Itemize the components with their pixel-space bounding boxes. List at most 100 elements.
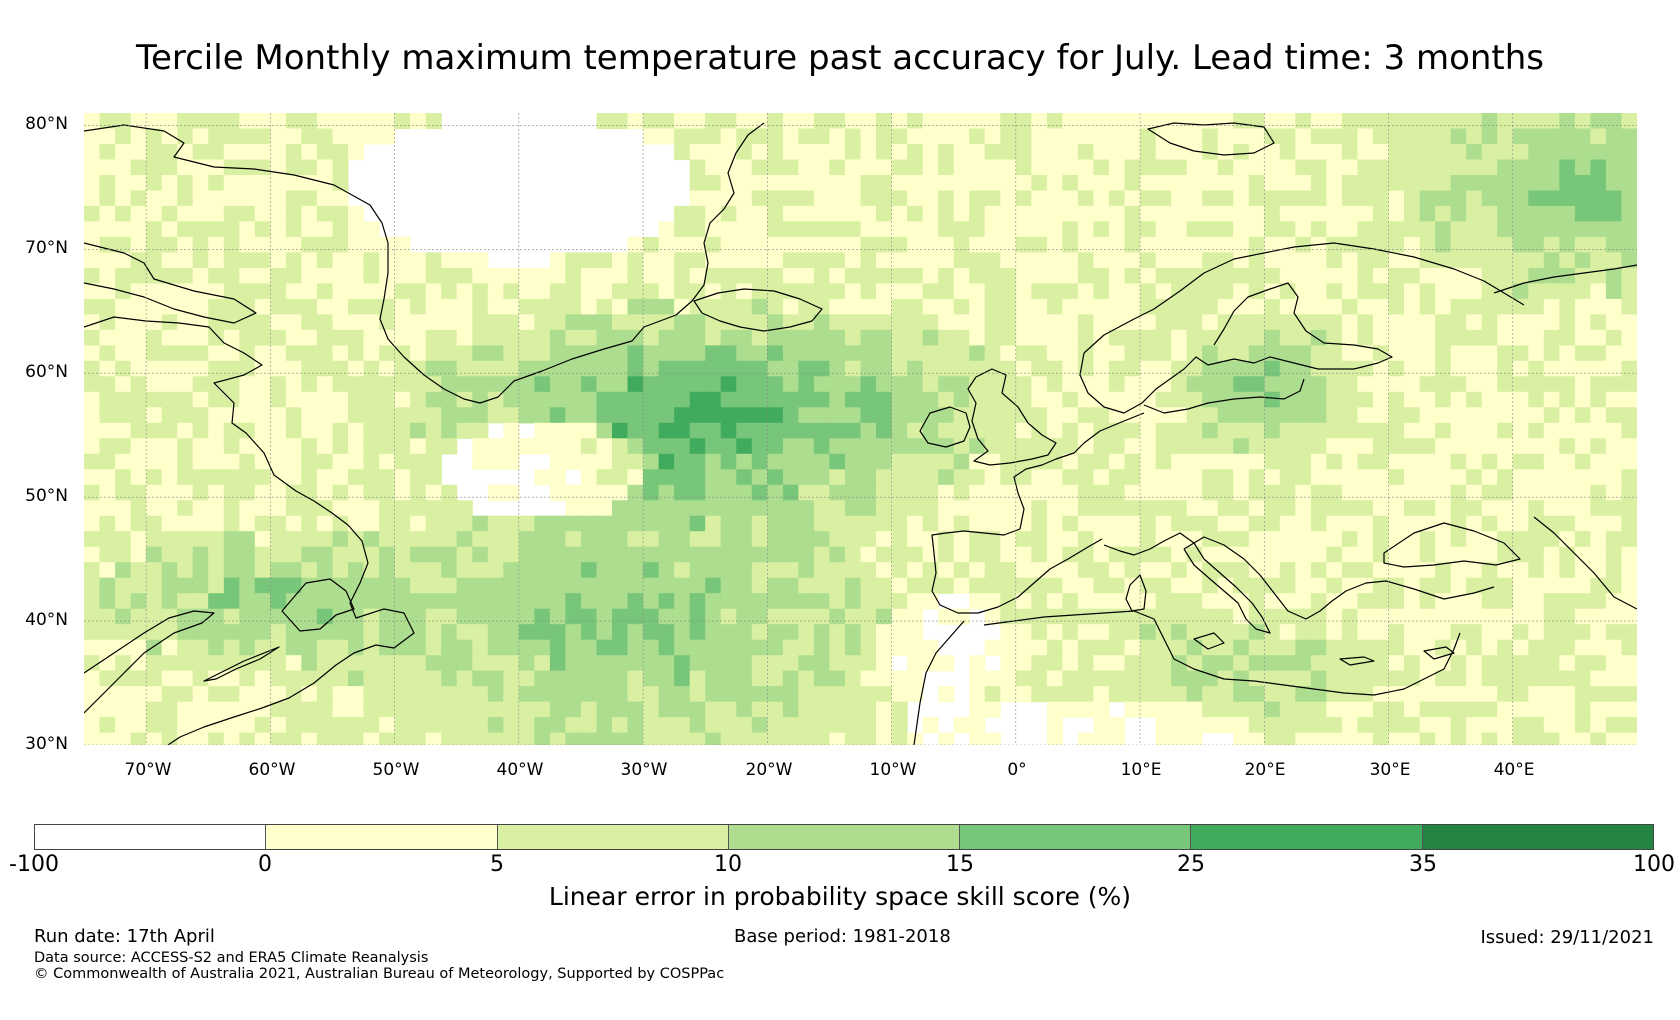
skill-cell — [1186, 298, 1203, 315]
skill-cell — [1155, 360, 1172, 377]
skill-cell — [1512, 624, 1529, 641]
skill-cell — [1512, 267, 1529, 284]
skill-cell — [813, 283, 830, 300]
skill-cell — [1046, 236, 1063, 253]
skill-cell — [1062, 159, 1079, 176]
skill-cell — [876, 717, 893, 734]
coastline-great-britain — [967, 368, 1057, 466]
skill-cell — [1528, 469, 1545, 486]
skill-cell — [348, 329, 365, 346]
skill-cell — [751, 655, 768, 672]
skill-cell — [518, 593, 535, 610]
skill-cell — [1155, 159, 1172, 176]
skill-cell — [1248, 128, 1265, 145]
skill-cell — [441, 686, 458, 703]
skill-cell — [518, 329, 535, 346]
skill-cell — [99, 391, 116, 408]
skill-cell — [99, 113, 116, 130]
skill-cell — [1233, 732, 1250, 745]
skill-cell — [1171, 577, 1188, 594]
skill-cell — [1435, 500, 1452, 517]
skill-cell — [1279, 577, 1296, 594]
skill-cell — [146, 329, 163, 346]
skill-cell — [1559, 593, 1576, 610]
skill-cell — [798, 407, 815, 424]
skill-cell — [1621, 484, 1637, 501]
skill-cell — [1310, 453, 1327, 470]
skill-cell — [379, 546, 396, 563]
skill-cell — [130, 407, 147, 424]
skill-cell — [596, 267, 613, 284]
skill-cell — [1155, 593, 1172, 610]
skill-cell — [1233, 221, 1250, 238]
skill-cell — [689, 128, 706, 145]
skill-cell — [549, 314, 566, 331]
skill-cell — [798, 190, 815, 207]
skill-cell — [1341, 624, 1358, 641]
skill-cell — [767, 376, 784, 393]
skill-cell — [223, 515, 240, 532]
skill-cell — [969, 144, 986, 161]
skill-cell — [1062, 267, 1079, 284]
skill-cell — [115, 717, 132, 734]
skill-cell — [456, 593, 473, 610]
skill-cell — [1279, 562, 1296, 579]
coastline-baltic-south — [1143, 378, 1305, 414]
skill-cell — [767, 686, 784, 703]
skill-cell — [239, 608, 256, 625]
skill-cell — [1077, 500, 1094, 517]
skill-cell — [984, 221, 1001, 238]
skill-cell — [829, 608, 846, 625]
skill-cell — [938, 608, 955, 625]
skill-cell — [1605, 175, 1622, 192]
skill-cell — [1248, 345, 1265, 362]
skill-cell — [1450, 515, 1467, 532]
skill-cell — [1155, 144, 1172, 161]
skill-cell — [1077, 298, 1094, 315]
skill-cell — [922, 391, 939, 408]
skill-cell — [1481, 128, 1498, 145]
skill-cell — [301, 376, 318, 393]
skill-cell — [394, 515, 411, 532]
skill-cell — [1388, 701, 1405, 718]
skill-cell — [1031, 469, 1048, 486]
skill-cell — [254, 236, 271, 253]
skill-cell — [1124, 639, 1141, 656]
skill-cell — [860, 345, 877, 362]
skill-cell — [332, 267, 349, 284]
skill-cell — [1295, 562, 1312, 579]
skill-cell — [1450, 113, 1467, 130]
skill-cell — [270, 624, 287, 641]
skill-cell — [876, 128, 893, 145]
skill-cell — [270, 593, 287, 610]
skill-cell — [285, 267, 302, 284]
colorbar-tick: 0 — [258, 852, 272, 877]
skill-cell — [1310, 500, 1327, 517]
skill-cell — [829, 500, 846, 517]
skill-cell — [813, 190, 830, 207]
skill-cell — [1466, 128, 1483, 145]
skill-cell — [285, 717, 302, 734]
skill-cell — [1621, 655, 1637, 672]
skill-cell — [1279, 267, 1296, 284]
skill-cell — [1528, 391, 1545, 408]
skill-cell — [1341, 469, 1358, 486]
skill-cell — [689, 484, 706, 501]
skill-cell — [1171, 360, 1188, 377]
skill-cell — [115, 608, 132, 625]
skill-cell — [1124, 391, 1141, 408]
skill-cell — [767, 329, 784, 346]
skill-cell — [1590, 376, 1607, 393]
skill-cell — [736, 500, 753, 517]
skill-cell — [316, 205, 333, 222]
skill-cell — [472, 283, 489, 300]
skill-cell — [348, 314, 365, 331]
skill-cell — [239, 128, 256, 145]
skill-cell — [223, 717, 240, 734]
skill-cell — [1373, 717, 1390, 734]
skill-cell — [984, 376, 1001, 393]
skill-cell — [1310, 469, 1327, 486]
skill-cell — [627, 298, 644, 315]
skill-cell — [1528, 515, 1545, 532]
skill-cell — [1295, 593, 1312, 610]
